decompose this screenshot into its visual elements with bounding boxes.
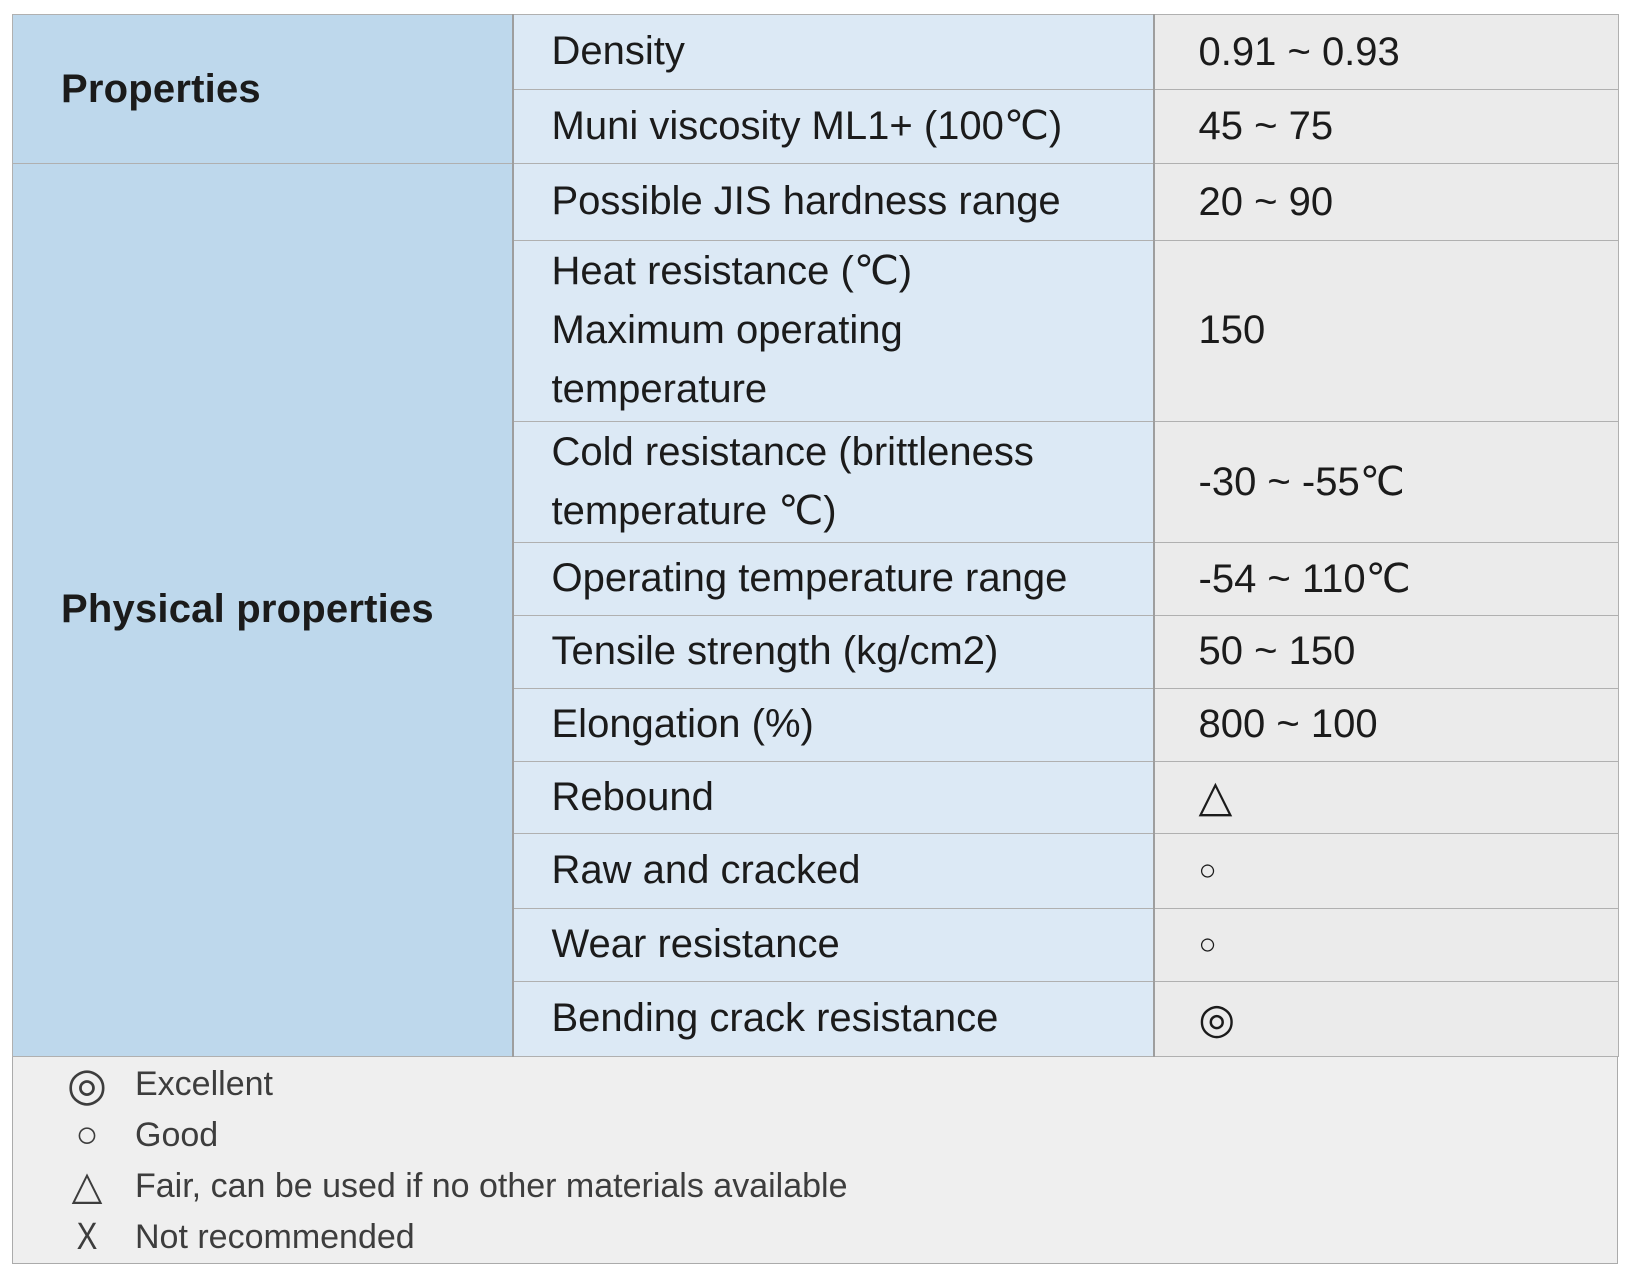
group-cell-physical-properties: Physical properties (12, 163, 513, 1057)
table-row: Properties Density 0.91 ~ 0.93 (12, 14, 1619, 164)
legend-label: Fair, can be used if no other materials … (135, 1166, 848, 1205)
legend: ◎ Excellent ○ Good △ Fair, can be used i… (12, 1056, 1618, 1264)
property-value: 150 (1152, 240, 1619, 422)
property-value: -30 ~ -55℃ (1152, 420, 1619, 543)
property-value: -54 ~ 110℃ (1152, 541, 1619, 616)
property-value: 0.91 ~ 0.93 (1152, 14, 1619, 90)
table-row: Operating temperature range -54 ~ 110℃ (13, 541, 1619, 616)
property-label: Wear resistance (511, 907, 1154, 982)
not-recommended-icon: X (76, 1216, 98, 1259)
property-value: △ (1152, 760, 1619, 834)
property-label: Bending crack resistance (511, 980, 1154, 1057)
property-label: Rebound (511, 760, 1154, 834)
property-value: 800 ~ 100 (1152, 687, 1619, 762)
property-value: ○ (1152, 832, 1619, 909)
property-label: Muni viscosity ML1+ (100℃) (511, 89, 1154, 164)
property-value: ◎ (1152, 980, 1619, 1057)
property-label: Heat resistance (℃) Maximum operating te… (511, 240, 1154, 422)
property-label: Cold resistance (brittleness temperature… (511, 420, 1154, 543)
table-row: Heat resistance (℃) Maximum operating te… (13, 240, 1619, 422)
table-row: Tensile strength (kg/cm2) 50 ~ 150 (13, 614, 1619, 689)
property-value: 45 ~ 75 (1152, 89, 1619, 164)
fair-icon: △ (71, 1164, 103, 1209)
table-row: Wear resistance ○ (13, 907, 1619, 982)
property-value: 20 ~ 90 (1152, 163, 1619, 241)
legend-item: ○ Good (13, 1110, 1617, 1161)
property-label: Possible JIS hardness range (511, 163, 1154, 241)
property-label: Density (511, 14, 1154, 90)
excellent-icon: ◎ (66, 1058, 108, 1111)
property-value: 50 ~ 150 (1152, 614, 1619, 689)
group-cell-properties: Properties (12, 14, 513, 164)
property-label: Raw and cracked (511, 832, 1154, 909)
table-row: Raw and cracked ○ (13, 832, 1619, 909)
legend-item: △ Fair, can be used if no other material… (13, 1161, 1617, 1212)
legend-label: Not recommended (135, 1217, 415, 1256)
properties-table: Properties Density 0.91 ~ 0.93 Muni visc… (12, 14, 1619, 1057)
table-row: Muni viscosity ML1+ (100℃) 45 ~ 75 (13, 89, 1619, 164)
legend-label: Good (135, 1115, 219, 1154)
table-row: Bending crack resistance ◎ (13, 980, 1619, 1057)
legend-item: X Not recommended (13, 1212, 1617, 1263)
table-row: Cold resistance (brittleness temperature… (13, 420, 1619, 543)
good-icon: ○ (75, 1114, 99, 1157)
table-row: Rebound △ (13, 760, 1619, 834)
property-value: ○ (1152, 907, 1619, 982)
table-row: Elongation (%) 800 ~ 100 (13, 687, 1619, 762)
table-row: Physical properties Possible JIS hardnes… (12, 163, 1619, 1057)
property-label: Operating temperature range (511, 541, 1154, 616)
property-label: Elongation (%) (511, 687, 1154, 762)
property-label: Tensile strength (kg/cm2) (511, 614, 1154, 689)
legend-item: ◎ Excellent (13, 1059, 1617, 1110)
legend-label: Excellent (135, 1064, 273, 1103)
